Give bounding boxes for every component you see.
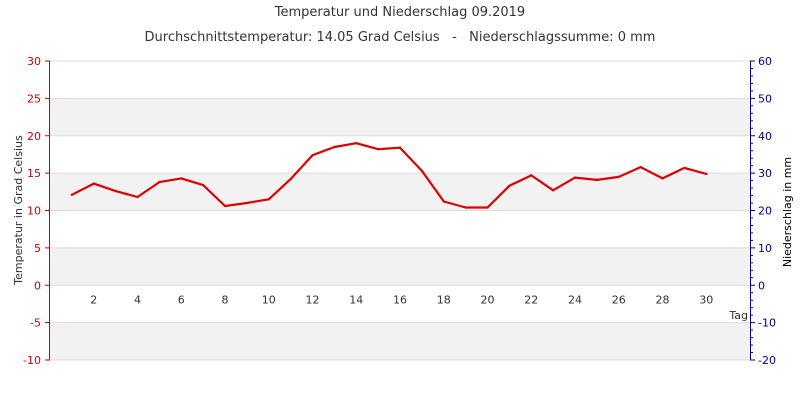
temperature-point	[136, 195, 139, 199]
grid-band	[50, 135, 750, 174]
y-tick-label: -10	[23, 354, 41, 367]
temperature-point	[201, 183, 205, 187]
y2-tick-label: 40	[758, 130, 772, 143]
grid-band	[50, 173, 750, 211]
y-axis-label: Temperatur in Grad Celsius	[12, 135, 25, 286]
y2-tick-label: -10	[758, 317, 776, 330]
x-tick-label: 16	[393, 293, 407, 306]
y-tick-label: 25	[27, 92, 41, 105]
temperature-point	[311, 153, 314, 157]
x-tick-label: 6	[178, 293, 185, 306]
x-tick-label: 20	[481, 293, 495, 306]
x-tick-label: 10	[262, 293, 276, 306]
y2-tick-label: 10	[758, 242, 772, 255]
temperature-point	[355, 142, 358, 145]
grid-band	[50, 247, 750, 286]
left-axis-ticks: -10 -5 0 5 10 15 20 25 30	[23, 55, 50, 367]
x-tick-label: 18	[437, 293, 451, 306]
y2-tick-label: 60	[758, 55, 772, 68]
x-tick-label: 4	[134, 293, 141, 306]
temperature-point	[70, 193, 74, 197]
chart-subtitle: Durchschnittstemperatur: 14.05 Grad Cels…	[145, 30, 656, 45]
grid-band	[50, 98, 750, 136]
temperature-point	[508, 184, 511, 188]
temperature-point	[92, 182, 95, 185]
temperature-point	[245, 201, 249, 205]
grid-band	[50, 210, 750, 248]
temperature-line	[70, 142, 708, 209]
x-tick-label: 14	[349, 293, 363, 306]
plot-background	[50, 61, 750, 360]
temperature-point	[595, 178, 599, 182]
y2-tick-label: 20	[758, 205, 772, 218]
temperature-point	[376, 148, 380, 151]
chart-title: Temperatur und Niederschlag 09.2019	[274, 5, 525, 20]
gridlines	[50, 60, 750, 361]
temperature-point	[661, 177, 664, 180]
grid-band	[50, 61, 750, 99]
y2-tick-label: 0	[758, 279, 765, 292]
x-tick-label: 8	[222, 293, 229, 306]
grid-band	[50, 322, 750, 360]
temperature-series	[70, 142, 708, 209]
y-tick-label: 0	[34, 279, 41, 292]
temperature-point	[223, 204, 227, 208]
x-tick-label: 2	[90, 293, 97, 306]
y-tick-label: 10	[27, 205, 41, 218]
temperature-point	[486, 206, 489, 209]
x-tick-label: 26	[612, 293, 626, 306]
x-tick-label: 28	[656, 293, 670, 306]
grid-band	[50, 285, 750, 323]
x-tick-label: 12	[306, 293, 320, 306]
x-tick-label: 24	[568, 293, 582, 306]
right-axis-ticks: -20 -10 0 10 20 30 40 50 60	[750, 55, 776, 367]
temperature-point	[180, 177, 183, 180]
x-axis-label: Tag	[728, 309, 748, 322]
x-axis-ticks: 2 4 6 8 10 12 14 16 18 20 22 24 26 28 30	[90, 293, 713, 306]
x-tick-label: 22	[524, 293, 538, 306]
temperature-point	[289, 177, 292, 181]
temperature-point	[442, 200, 445, 203]
temperature-point	[333, 145, 336, 149]
temperature-point	[530, 174, 533, 177]
temperature-point	[683, 166, 686, 170]
y-tick-label: 20	[27, 130, 41, 143]
y2-axis-label: Niederschlag in mm	[781, 157, 794, 267]
temperature-point	[464, 206, 467, 209]
temperature-point	[617, 175, 620, 179]
temperature-point	[705, 172, 708, 176]
y-tick-label: 30	[27, 55, 41, 68]
x-tick-label: 30	[699, 293, 713, 306]
y-tick-label: 15	[27, 167, 41, 180]
y2-tick-label: -20	[758, 354, 776, 367]
temperature-point	[573, 176, 577, 179]
y-tick-label: -5	[30, 317, 41, 330]
temperature-point	[639, 165, 642, 169]
temperature-point	[420, 169, 424, 173]
temperature-point	[551, 189, 555, 192]
y2-tick-label: 30	[758, 167, 772, 180]
temperature-point	[114, 189, 117, 193]
y2-tick-label: 50	[758, 92, 772, 105]
temperature-point	[267, 198, 270, 201]
temperature-point	[398, 146, 402, 149]
temperature-point	[158, 180, 161, 184]
y-tick-label: 5	[34, 242, 41, 255]
